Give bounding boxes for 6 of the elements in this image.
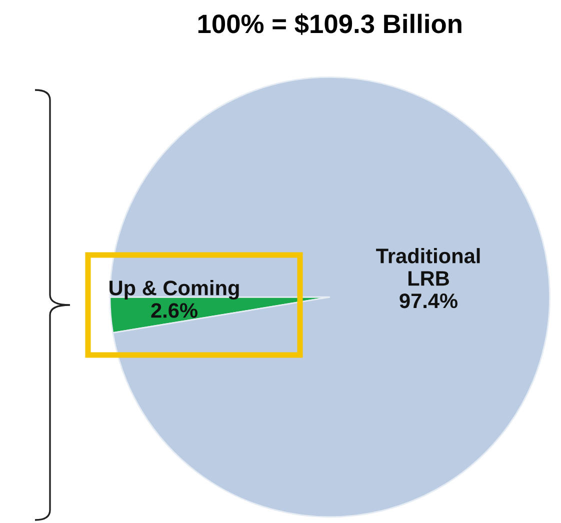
pie-slice [109, 76, 550, 518]
data-label: 2.6% [151, 303, 198, 318]
data-label: 97.4% [400, 293, 458, 308]
slice-label: Up & Coming [110, 280, 239, 300]
slice-label: Traditional LRB [376, 248, 480, 286]
chart-title: 100% = $109.3 Billion [198, 13, 462, 35]
